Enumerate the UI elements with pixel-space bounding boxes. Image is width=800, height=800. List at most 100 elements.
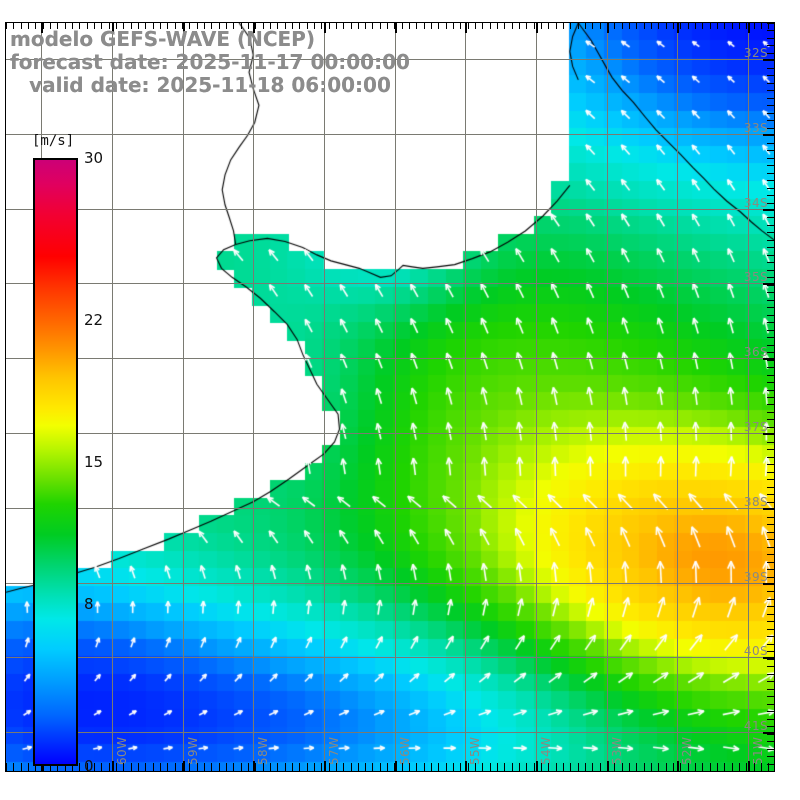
axis-tick [767,217,774,218]
axis-tick [270,23,271,29]
gridline-lon [183,23,184,771]
axis-tick [767,674,774,675]
axis-tick [585,23,586,29]
axis-tick [767,232,774,233]
axis-tick [321,23,322,29]
axis-tick [767,292,774,293]
axis-tick [13,23,14,29]
axis-tick [767,285,774,286]
axis-tick-major [607,761,609,771]
axis-tick-major [677,761,679,771]
axis-tick-major [183,761,185,771]
axis-tick [767,696,774,697]
axis-tick [402,763,403,771]
axis-tick [219,763,220,771]
axis-tick [767,532,774,533]
axis-tick [768,23,769,29]
axis-tick [307,763,308,771]
axis-tick-major [763,358,774,360]
axis-tick [351,23,352,29]
axis-tick [767,375,774,376]
axis-tick [189,763,190,771]
axis-tick-major [183,23,185,33]
top-tick-ruler [6,23,774,33]
axis-tick [767,569,774,570]
axis-tick [534,23,535,29]
axis-tick [754,23,755,29]
axis-tick [351,763,352,771]
axis-tick [767,711,774,712]
axis-tick [622,763,623,771]
axis-tick [460,763,461,771]
axis-tick [65,763,66,771]
axis-tick [79,763,80,771]
axis-tick [767,75,774,76]
axis-tick [767,606,774,607]
gridline-lat [6,59,774,60]
axis-tick [629,763,630,771]
axis-tick-major [324,761,326,771]
axis-tick [767,554,774,555]
axis-tick [446,763,447,771]
axis-tick [79,23,80,29]
axis-tick [241,23,242,29]
axis-tick-major [536,761,538,771]
axis-tick [767,247,774,248]
axis-tick [116,763,117,771]
axis-tick [145,23,146,29]
axis-tick [767,629,774,630]
axis-tick [175,763,176,771]
axis-tick-major [763,134,774,136]
axis-tick [21,23,22,29]
gridline-lat [6,508,774,509]
axis-tick [600,23,601,29]
axis-tick [767,599,774,600]
axis-tick-major [465,23,467,33]
axis-tick [182,763,183,771]
axis-tick [233,23,234,29]
axis-tick [497,763,498,771]
axis-tick-major [763,209,774,211]
axis-tick [526,763,527,771]
axis-tick [109,763,110,771]
axis-tick [57,763,58,771]
axis-tick-major [41,23,43,33]
axis-tick [768,763,769,771]
axis-tick [767,487,774,488]
axis-tick [87,23,88,29]
axis-tick [175,23,176,29]
axis-tick [50,23,51,29]
axis-tick-major [763,59,774,61]
axis-tick [490,763,491,771]
axis-tick [651,23,652,29]
axis-tick [644,763,645,771]
axis-tick [285,763,286,771]
axis-tick [767,449,774,450]
axis-tick [767,53,774,54]
axis-tick [636,23,637,29]
axis-tick [197,23,198,29]
axis-tick [767,644,774,645]
axis-tick [767,128,774,129]
gridline-lon [112,23,113,771]
axis-tick [387,23,388,29]
axis-tick [101,763,102,771]
axis-tick [21,763,22,771]
axis-tick [475,763,476,771]
axis-tick-major [41,761,43,771]
axis-tick [57,23,58,29]
axis-tick-major [748,23,750,33]
axis-tick-major [112,23,114,33]
axis-tick [767,165,774,166]
axis-tick [563,763,564,771]
axis-tick [710,23,711,29]
axis-tick [570,763,571,771]
axis-tick [131,763,132,771]
axis-tick [372,23,373,29]
axis-tick [482,763,483,771]
axis-tick [387,763,388,771]
axis-tick [380,763,381,771]
axis-tick [497,23,498,29]
axis-tick [72,23,73,29]
